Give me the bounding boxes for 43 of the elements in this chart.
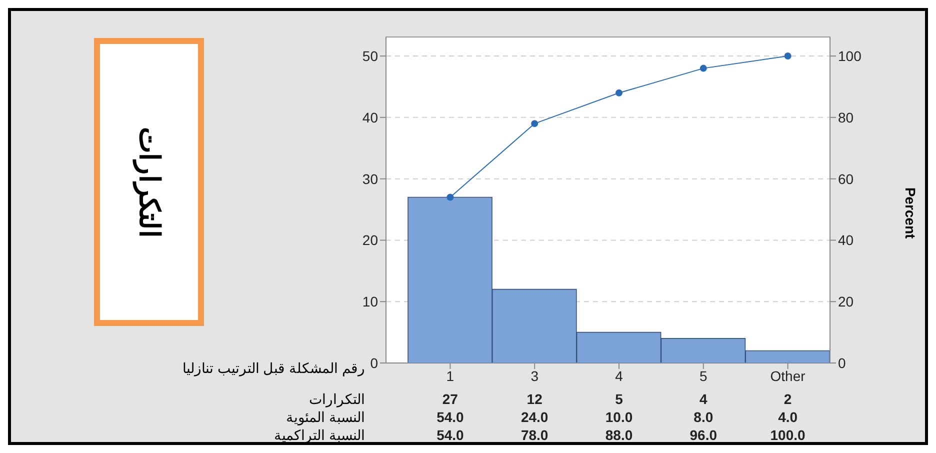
y2-tick-label: 40 [838, 232, 854, 248]
x-tick-label: 1 [446, 368, 454, 384]
data-label: 12 [526, 391, 544, 407]
y-tick-label: 10 [362, 294, 378, 310]
y-tick-label: 50 [362, 48, 378, 64]
text: 24.0 [520, 409, 550, 425]
data-label: 54.0 [436, 427, 465, 443]
x-axis-title: رقم المشكلة قبل الترتيب تنازليا [182, 360, 365, 376]
data-label: 96.0 [688, 427, 718, 443]
point [531, 120, 538, 128]
data-label: 2 [782, 391, 793, 407]
point [446, 194, 454, 201]
text: 54.0 [436, 409, 465, 425]
data-label: 78.0 [520, 427, 550, 443]
y-tick-label: 0 [370, 354, 378, 371]
y2-tick-label: 20 [838, 294, 854, 310]
data-label: 100.0 [769, 427, 806, 443]
data-label: 27 [441, 391, 459, 407]
x-tick-label: 3 [530, 368, 539, 384]
text: 10.0 [604, 409, 634, 425]
data-label: 88.0 [604, 427, 634, 443]
y-tick-label: 40 [362, 109, 378, 126]
y-tick-label: 30 [362, 170, 378, 187]
y2-tick-label: 100 [838, 48, 862, 64]
y2-tick-label: 60 [838, 170, 854, 187]
text: النسبة التراكمية [274, 427, 365, 443]
point [784, 52, 792, 60]
text: 4.0 [777, 409, 799, 425]
text: التكرارات [132, 126, 166, 238]
y2-tick-label: 0 [838, 354, 846, 371]
data-label: 4 [698, 391, 708, 407]
x-tick-label: 5 [700, 368, 708, 384]
text: النسبة المئوية [286, 409, 365, 425]
point [700, 64, 707, 72]
text: التكرارات [309, 391, 365, 407]
y-tick-label: 20 [362, 232, 378, 248]
y2-tick-label: 80 [838, 109, 854, 126]
x-tick-label: 4 [615, 368, 624, 384]
data-label: 5 [614, 391, 624, 407]
x-tick-label: Other [770, 368, 806, 384]
y2-axis-title: Percent [902, 187, 919, 239]
point [616, 89, 622, 96]
text: 8.0 [692, 409, 714, 425]
